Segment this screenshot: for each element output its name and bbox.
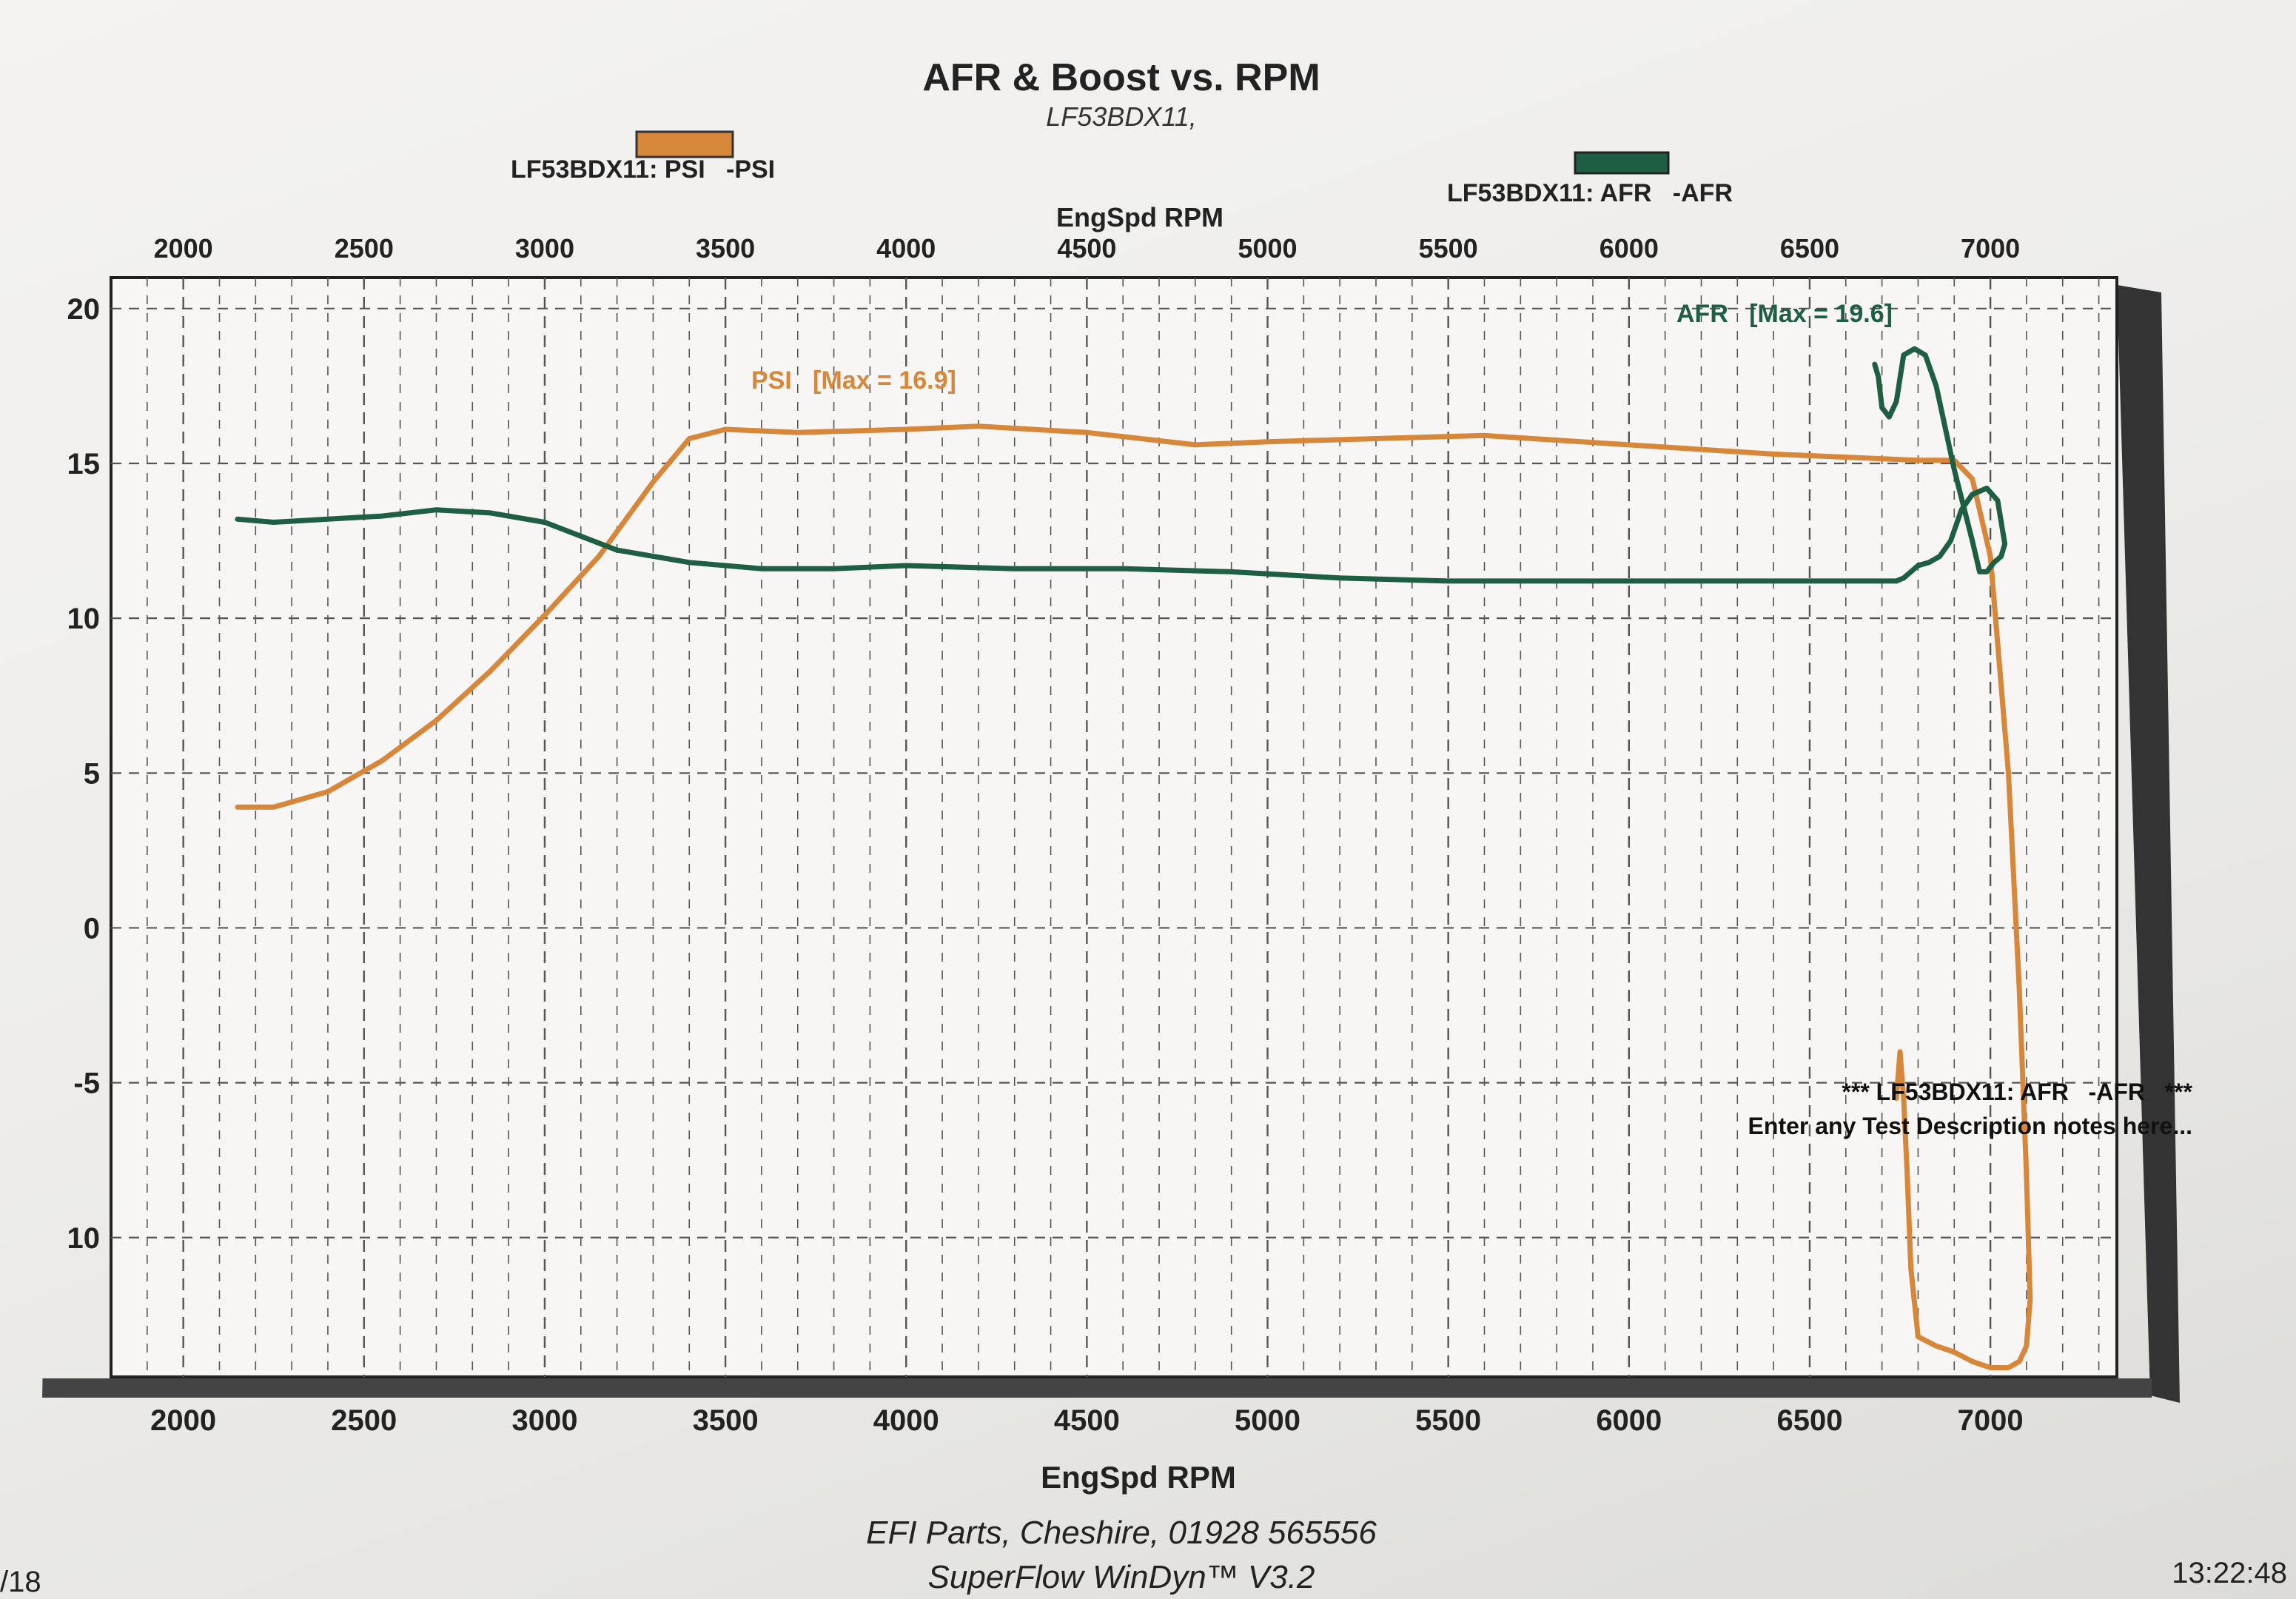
legend-label-afr: LF53BDX11: AFR -AFR [1447,179,1733,207]
chart-title: AFR & Boost vs. RPM [922,56,1320,99]
series-line-afr [235,346,2008,584]
x-tick-label: 7000 [1958,1404,2024,1437]
series-line-psi [235,423,2033,1370]
test-description-notes: Enter any Test Description notes here... [1748,1113,2192,1139]
top-x-tick-label: 2000 [154,233,213,264]
top-x-tick-label: 6500 [1780,233,1839,264]
y-tick-label: 15 [67,448,101,480]
y-tick-label: 5 [84,757,100,790]
footer-date-fragment: /18 [0,1566,41,1598]
plot-shadow-bottom [42,1378,2152,1398]
y-tick-label: 10 [67,1222,101,1255]
footer-time: 13:22:48 [2172,1557,2287,1589]
annotation-afr-max: AFR [Max = 19.6] [1676,300,1893,328]
footer-company: EFI Parts, Cheshire, 01928 565556 [866,1515,1377,1551]
series-layer [235,346,2033,1370]
top-x-tick-label: 3500 [696,233,755,264]
top-x-tick-label: 6000 [1600,233,1659,264]
plot-shadow [2117,285,2180,1403]
x-tick-label: 5000 [1235,1404,1300,1437]
x-tick-label: 3500 [693,1404,759,1437]
annotation-psi-max: PSI [Max = 16.9] [751,366,956,395]
y-tick-label: 20 [67,293,101,326]
top-x-axis-label: EngSpd RPM [1056,202,1223,232]
top-x-tick-label: 4000 [876,233,936,264]
legend-swatch-psi [635,130,734,158]
top-x-tick-label: 5000 [1238,233,1297,264]
test-description-heading: *** LF53BDX11: AFR -AFR *** [1842,1079,2192,1105]
top-x-tick-label: 7000 [1961,233,2020,264]
x-axis-label: EngSpd RPM [1041,1460,1236,1495]
tick-labels: 2000 2000 2500 2500 3000 3000 3500 3500 4000 4000… [67,233,2024,1437]
x-tick-label: 6500 [1776,1404,1842,1437]
top-x-tick-label: 4500 [1057,233,1116,264]
top-x-tick-label: 2500 [335,233,394,264]
x-tick-label: 3000 [511,1404,577,1437]
plot-area [110,276,2118,1378]
chart-subtitle: LF53BDX11, [1046,101,1196,132]
x-tick-label: 2500 [331,1404,397,1437]
y-tick-label: -5 [73,1067,100,1100]
footer-software: SuperFlow WinDyn™ V3.2 [928,1559,1315,1595]
legend-swatch-afr [1574,151,1670,175]
top-x-tick-label: 3000 [515,233,574,264]
x-tick-label: 2000 [150,1404,216,1437]
y-tick-label: 10 [67,603,101,635]
x-tick-label: 6000 [1596,1404,1662,1437]
x-tick-label: 5500 [1415,1404,1481,1437]
x-tick-label: 4500 [1054,1404,1120,1437]
top-x-tick-label: 5500 [1419,233,1478,264]
y-tick-label: 0 [84,912,100,945]
x-tick-label: 4000 [873,1404,939,1437]
legend-label-psi: LF53BDX11: PSI -PSI [511,155,775,184]
